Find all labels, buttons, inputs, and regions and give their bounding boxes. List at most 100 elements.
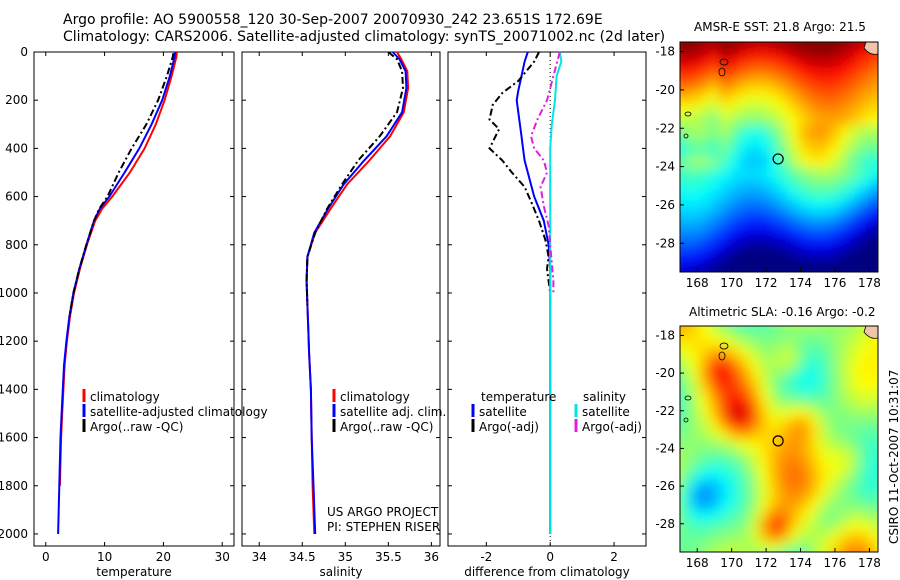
- map-cell: [769, 326, 780, 337]
- map-cell: [868, 397, 878, 409]
- csiro-credit: CSIRO 11-Oct-2007 10:31:07: [887, 369, 900, 544]
- map-cell: [670, 272, 681, 283]
- map-cell: [878, 53, 889, 64]
- map-cell: [709, 94, 721, 106]
- map-cell: [709, 326, 721, 337]
- map-cell: [689, 531, 701, 543]
- map-cell: [759, 326, 770, 337]
- map-cell: [818, 83, 830, 95]
- map-cell: [719, 94, 731, 106]
- map-cell: [798, 157, 810, 169]
- map-cell: [739, 104, 750, 116]
- map-cell: [759, 157, 770, 169]
- map-cell: [759, 449, 770, 461]
- map-cell: [818, 459, 830, 471]
- map-cell: [719, 500, 731, 512]
- map-cell: [680, 177, 681, 189]
- map-cell: [699, 52, 711, 64]
- map-cell: [749, 219, 760, 231]
- map-cell: [828, 52, 839, 64]
- map-cell: [769, 510, 780, 522]
- map-cell: [680, 240, 691, 252]
- map-cell: [729, 367, 740, 378]
- map-cell: [808, 377, 820, 389]
- map-cell: [848, 387, 859, 399]
- map-cell: [798, 219, 810, 231]
- map-cell: [689, 490, 701, 502]
- map-cell: [788, 94, 800, 106]
- map-cell: [729, 326, 740, 337]
- map-cell: [779, 272, 790, 283]
- map-cell: [709, 459, 721, 471]
- legend-label: satellite-adjusted climatology: [90, 405, 268, 419]
- map-cell: [808, 157, 820, 169]
- y-tick-label: 1400: [0, 382, 28, 396]
- map-cell: [759, 146, 770, 158]
- x-tick-label: 170: [720, 556, 743, 570]
- map-cell: [680, 219, 691, 231]
- map-cell: [828, 261, 839, 272]
- map-cell: [818, 219, 830, 231]
- map-cell: [699, 367, 711, 378]
- map-cell: [759, 115, 770, 127]
- map-cell: [818, 408, 830, 420]
- map-cell: [878, 136, 889, 147]
- x-tick-label: 34: [252, 550, 267, 564]
- map-cell: [729, 480, 740, 491]
- map-cell: [739, 408, 750, 420]
- map-cell: [749, 428, 760, 440]
- map-cell: [709, 219, 721, 231]
- map-cell: [798, 449, 810, 461]
- map-cell: [838, 157, 849, 169]
- map-cell: [739, 459, 750, 471]
- map-cell: [739, 62, 750, 74]
- map-cell: [868, 219, 878, 231]
- map-cell: [818, 531, 830, 543]
- map-cell: [858, 541, 869, 552]
- map-cell: [779, 198, 790, 210]
- map-cell: [848, 42, 859, 54]
- map-cell: [719, 198, 731, 210]
- map-cell: [828, 418, 839, 430]
- map-cell: [699, 136, 711, 148]
- map-cell: [739, 397, 750, 409]
- map-cell: [680, 230, 691, 242]
- map-cell: [818, 104, 830, 116]
- map-cell: [759, 356, 770, 368]
- map-cell: [838, 490, 849, 502]
- map-cell: [769, 94, 780, 106]
- map-cell: [759, 480, 770, 491]
- map-cell: [699, 439, 711, 450]
- map-cell: [868, 377, 878, 389]
- map-cell: [848, 219, 859, 231]
- map-cell: [719, 188, 731, 200]
- panel-frame: [447, 51, 647, 547]
- y-tick-label: 1000: [0, 286, 28, 300]
- map-cell: [878, 84, 889, 95]
- map-cell: [838, 336, 849, 348]
- panel-frame: [241, 51, 441, 547]
- map-cell: [868, 188, 878, 200]
- map-cell: [769, 251, 780, 263]
- map-cell: [689, 377, 701, 389]
- map-cell: [838, 136, 849, 148]
- map-cell: [739, 377, 750, 389]
- map-cell: [848, 346, 859, 358]
- map-cell: [729, 490, 740, 502]
- legend-label: climatology: [90, 390, 160, 404]
- map-cell: [808, 521, 820, 533]
- y-tick-label: 600: [5, 190, 28, 204]
- map-cell: [709, 62, 721, 74]
- map-cell: [719, 136, 731, 148]
- map-cell: [878, 32, 889, 43]
- map-cell: [759, 167, 770, 179]
- map-cell: [709, 418, 721, 430]
- x-tick-label: -2: [480, 550, 492, 564]
- map-cell: [808, 459, 820, 471]
- map-cell: [858, 188, 869, 200]
- map-cell: [759, 510, 770, 522]
- x-tick-label: 2: [610, 550, 618, 564]
- map-cell: [848, 83, 859, 95]
- y-tick-label: 800: [5, 238, 28, 252]
- map-cell: [798, 326, 810, 337]
